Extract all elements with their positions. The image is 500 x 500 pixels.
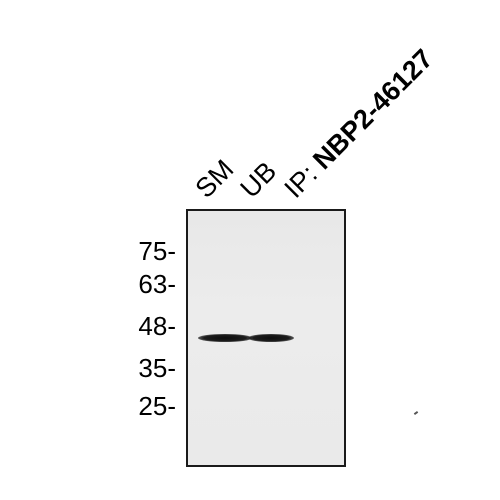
mw-marker-25: 25-: [130, 393, 176, 419]
artifact-speck: [414, 411, 418, 415]
ip-antibody-label: IP: NBP2-46127: [280, 45, 438, 203]
mw-marker-63: 63-: [130, 271, 176, 297]
mw-marker-48: 48-: [130, 313, 176, 339]
antibody-id: NBP2-46127: [307, 43, 439, 175]
protein-band-sm: [198, 334, 252, 342]
mw-marker-35: 35-: [130, 355, 176, 381]
blot-membrane: [186, 209, 346, 467]
mw-marker-75: 75-: [130, 238, 176, 264]
lane-label-ub: UB: [236, 157, 282, 203]
protein-band-ub: [248, 334, 294, 342]
lane-label-sm: SM: [191, 155, 239, 203]
